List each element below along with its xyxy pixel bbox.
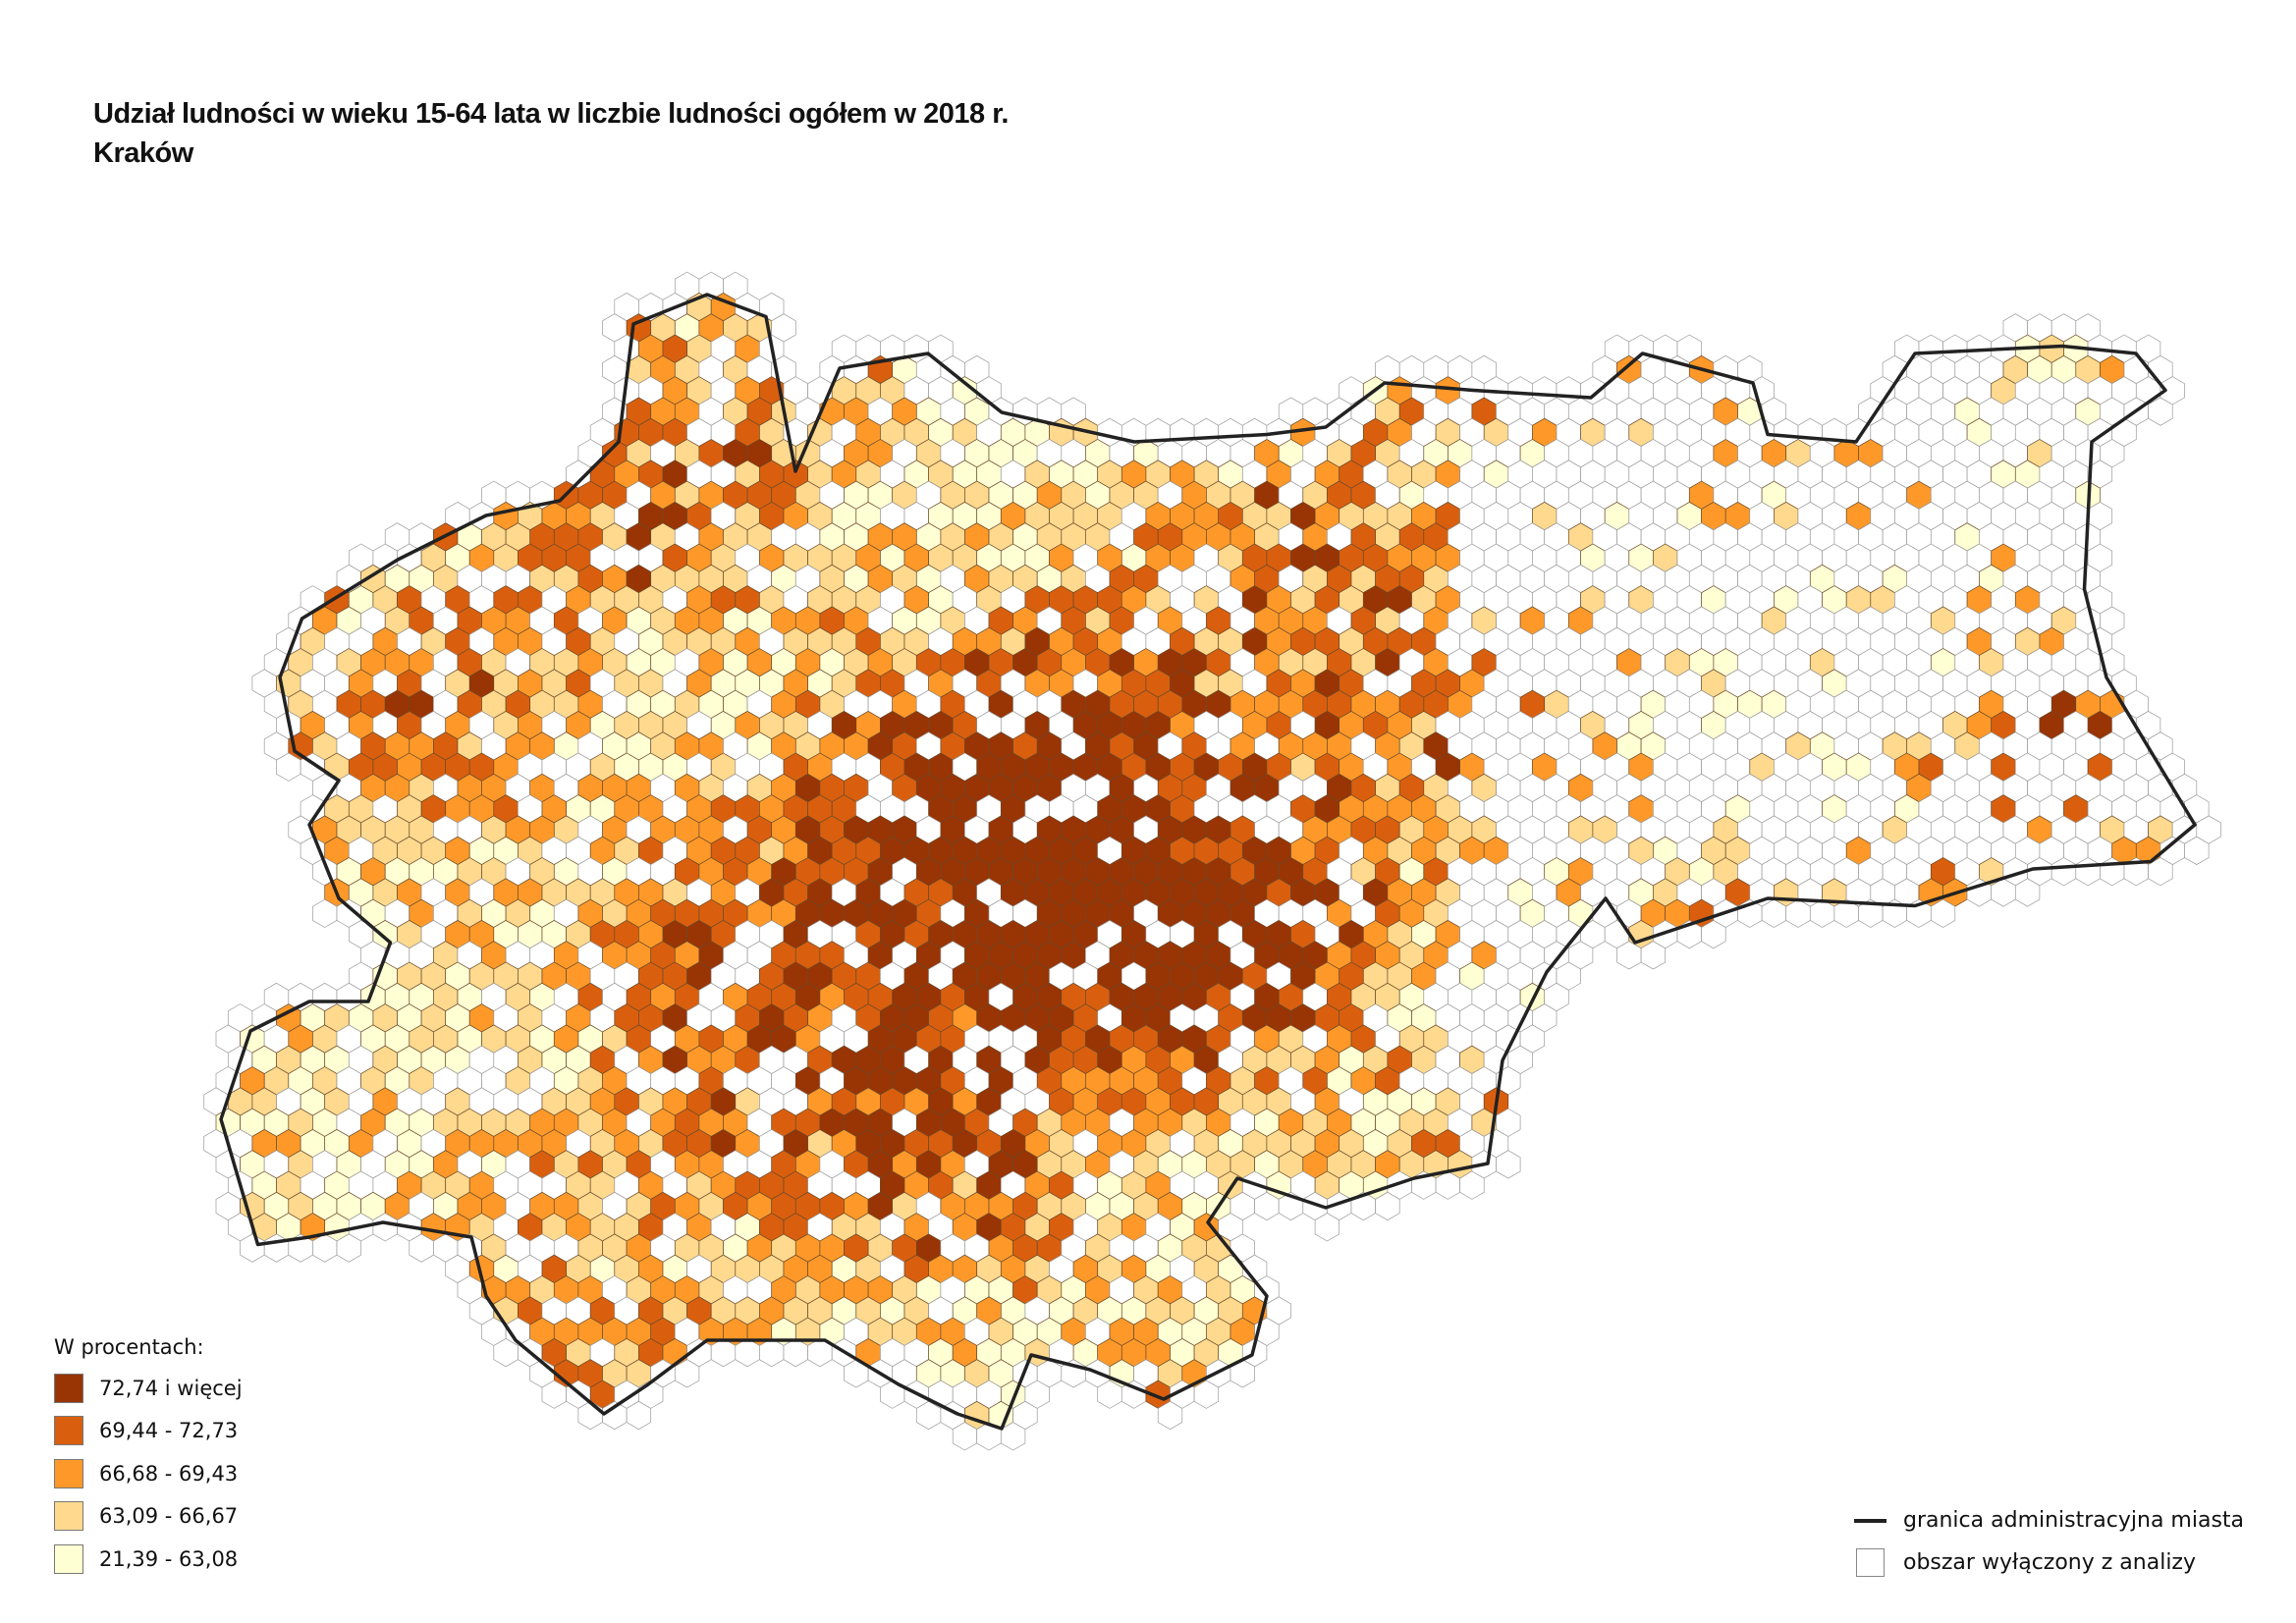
hex-cell [1000, 1422, 1026, 1451]
legend-swatch [54, 1501, 83, 1532]
hex-cell [1640, 941, 1667, 970]
city-boundary [219, 293, 2197, 1431]
excluded-symbol [1856, 1548, 1885, 1577]
legend: W procentach: 72,74 i więcej 69,44 - 72,… [54, 1335, 243, 1581]
legend-swatch [54, 1458, 83, 1488]
hex-cell [674, 1359, 700, 1388]
hex-cell [1157, 1400, 1183, 1431]
legend-item: 21,39 - 63,08 [54, 1538, 243, 1581]
legend-label: 63,09 - 66,67 [99, 1504, 239, 1529]
hex-cell [1496, 1150, 1521, 1179]
hex-cell [1459, 1170, 1485, 1200]
excluded-label: obszar wyłączony z analizy [1903, 1550, 2196, 1575]
legend-item: 72,74 i więcej [54, 1367, 243, 1410]
hex-cell [1375, 1191, 1400, 1221]
boundary-label: granica administracyjna miasta [1903, 1508, 2245, 1533]
legend-swatch [54, 1416, 83, 1446]
legend-item: 63,09 - 66,67 [54, 1495, 243, 1539]
hex-cell [1193, 1380, 1220, 1409]
legend-label: 72,74 i więcej [99, 1376, 243, 1400]
hex-cell [1701, 919, 1726, 949]
legend-boundary: granica administracyjna miasta [1854, 1499, 2244, 1542]
legend-label: 21,39 - 63,08 [99, 1546, 239, 1571]
title-line-1: Udział ludności w wieku 15-64 lata w lic… [93, 98, 1009, 130]
hex-cell [2014, 878, 2041, 907]
boundary-line-symbol [1854, 1518, 1886, 1523]
legend-heading: W procentach: [54, 1335, 204, 1359]
legend-label: 69,44 - 72,73 [99, 1419, 239, 1443]
hex-cell [2148, 857, 2173, 887]
hex-cell [1930, 898, 1956, 928]
map-title: Udział ludności w wieku 15-64 lata w lic… [93, 94, 1009, 173]
legend-excluded: obszar wyłączony z analizy [1854, 1542, 2244, 1584]
legend-swatch [54, 1543, 83, 1574]
legend-item: 66,68 - 69,43 [54, 1452, 243, 1495]
title-line-2: Kraków [93, 137, 193, 169]
legend-swatch [54, 1373, 83, 1403]
hex-cell [336, 1233, 361, 1263]
hex-cell [626, 1400, 652, 1431]
legend-item: 69,44 - 72,73 [54, 1410, 243, 1453]
legend-label: 66,68 - 69,43 [99, 1461, 239, 1486]
hex-cell [2148, 397, 2173, 426]
hex-grid [203, 271, 2221, 1451]
hex-cell [1314, 1213, 1340, 1242]
hex-cell [2184, 836, 2210, 866]
legend-other: granica administracyjna miasta obszar wy… [1854, 1499, 2244, 1584]
